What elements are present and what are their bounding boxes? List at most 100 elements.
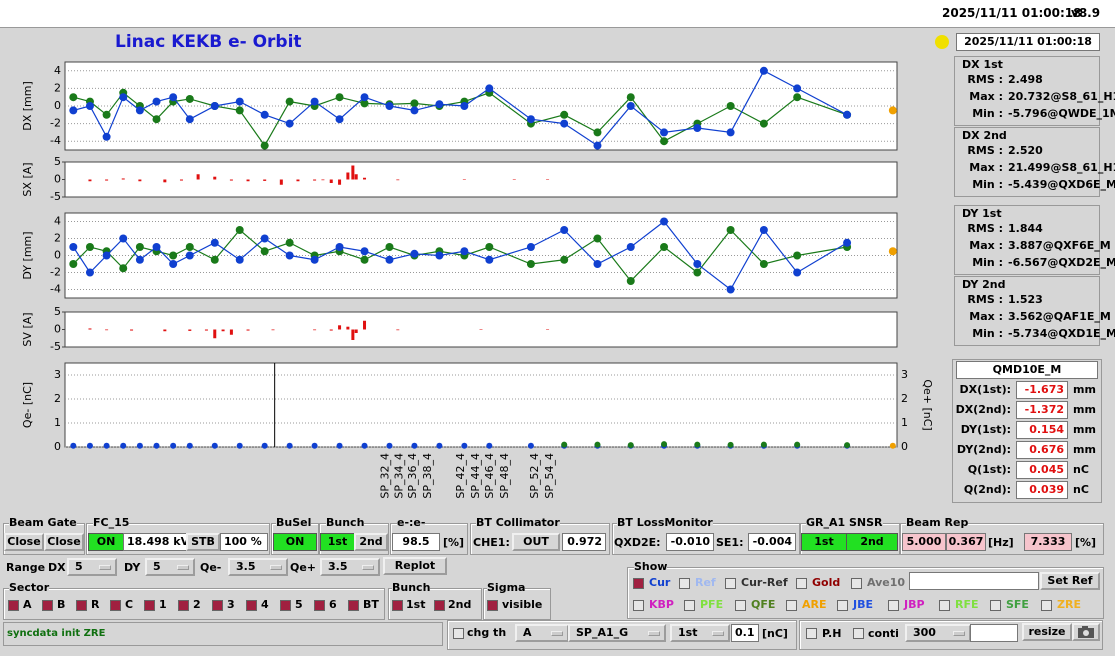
- threshold[interactable]: 0.1: [731, 624, 759, 642]
- y-tick-label: 2: [54, 392, 61, 405]
- select[interactable]: 1st: [670, 624, 730, 642]
- point: [285, 251, 294, 260]
- checkbox[interactable]: [990, 600, 1001, 611]
- checkbox[interactable]: [725, 578, 736, 589]
- checkbox[interactable]: [144, 600, 155, 611]
- point: [410, 99, 419, 108]
- point: [336, 442, 343, 449]
- bar: [279, 179, 283, 185]
- checkbox[interactable]: [314, 600, 325, 611]
- point: [693, 124, 702, 132]
- bar: [246, 179, 250, 182]
- bar: [196, 174, 200, 180]
- bunch-label: 2nd: [448, 598, 472, 611]
- close-button[interactable]: Close: [44, 533, 84, 551]
- bar: [338, 325, 342, 330]
- stat-value: -6.567@QXD2E_M: [1008, 256, 1115, 269]
- checkbox[interactable]: [684, 600, 695, 611]
- group-label: e-:e-: [397, 516, 426, 529]
- status-lamp: [935, 35, 949, 49]
- checkbox[interactable]: [679, 578, 690, 589]
- point: [285, 97, 294, 106]
- point: [726, 226, 735, 234]
- ref-input[interactable]: [909, 572, 1039, 590]
- select[interactable]: 300: [905, 624, 971, 642]
- point: [119, 234, 128, 243]
- point: [386, 442, 393, 449]
- checkbox[interactable]: [348, 600, 359, 611]
- checkbox[interactable]: [76, 600, 87, 611]
- camera-button[interactable]: [1072, 623, 1100, 641]
- point: [360, 99, 369, 108]
- snsr-button[interactable]: 1st: [801, 533, 847, 551]
- checkbox[interactable]: [1041, 600, 1052, 611]
- busel-state[interactable]: ON: [273, 533, 317, 551]
- checkbox[interactable]: [8, 600, 19, 611]
- checkbox[interactable]: [280, 600, 291, 611]
- type-label: JBP: [904, 598, 925, 611]
- checkbox[interactable]: [939, 600, 950, 611]
- bunch-button[interactable]: 2nd: [354, 533, 388, 551]
- point: [136, 442, 143, 449]
- select[interactable]: A: [515, 624, 569, 642]
- stat-label: Min :: [972, 256, 1003, 269]
- checkbox[interactable]: [837, 600, 848, 611]
- point: [211, 442, 218, 449]
- checkbox[interactable]: [212, 600, 223, 611]
- bar: [546, 179, 550, 180]
- range-select[interactable]: 3.5: [320, 558, 380, 576]
- bunch-button[interactable]: 1st: [320, 533, 355, 551]
- checkbox[interactable]: [633, 578, 644, 589]
- select[interactable]: SP_A1_G: [568, 624, 666, 642]
- checkbox[interactable]: [110, 600, 121, 611]
- replot-button[interactable]: Replot: [383, 557, 447, 575]
- checkbox[interactable]: [806, 628, 817, 639]
- point: [888, 106, 897, 115]
- checkbox[interactable]: [392, 600, 403, 611]
- checkbox[interactable]: [735, 600, 746, 611]
- checkbox[interactable]: [786, 600, 797, 611]
- range-select[interactable]: 3.5: [228, 558, 288, 576]
- checkbox[interactable]: [633, 600, 644, 611]
- qmd-unit: nC: [1073, 483, 1089, 496]
- checkbox[interactable]: [796, 578, 807, 589]
- stat-value: 2.520: [1008, 144, 1043, 157]
- y-tick-label: -5: [50, 190, 61, 203]
- checkbox[interactable]: [853, 628, 864, 639]
- checkbox[interactable]: [246, 600, 257, 611]
- range-select[interactable]: 5: [67, 558, 117, 576]
- point: [485, 255, 494, 264]
- status-text: syncdata init ZRE: [7, 628, 106, 639]
- close-button[interactable]: Close: [4, 533, 44, 551]
- x-tick-label: SP_36_4: [406, 453, 419, 499]
- qmd-box: [952, 359, 1102, 503]
- checkbox[interactable]: [178, 600, 189, 611]
- x-tick-label: SP_32_4: [378, 453, 391, 499]
- group-box: [627, 567, 1104, 619]
- qmd-value: 0.039: [1016, 481, 1068, 499]
- snsr-button[interactable]: 2nd: [846, 533, 898, 551]
- unit: [%]: [443, 536, 465, 549]
- y-tick-label: -5: [50, 340, 61, 353]
- set-ref-button[interactable]: Set Ref: [1040, 572, 1100, 590]
- checkbox[interactable]: [888, 600, 899, 611]
- resize-button[interactable]: resize: [1022, 623, 1072, 641]
- checkbox[interactable]: [434, 600, 445, 611]
- checkbox[interactable]: [42, 600, 53, 611]
- point: [385, 243, 394, 251]
- input[interactable]: [970, 624, 1018, 642]
- checkbox[interactable]: [851, 578, 862, 589]
- y-tick-label: 2: [54, 232, 61, 245]
- fc-mode[interactable]: STB: [186, 533, 220, 551]
- checkbox[interactable]: [487, 600, 498, 611]
- checkbox[interactable]: [453, 628, 464, 639]
- point: [560, 226, 569, 234]
- y2-tick-label: 1: [901, 416, 908, 429]
- point: [727, 441, 734, 448]
- point: [185, 243, 194, 251]
- range-select[interactable]: 5: [145, 558, 195, 576]
- y-axis-label: SX [A]: [21, 162, 34, 196]
- stat-box: [954, 56, 1100, 126]
- point: [660, 137, 669, 146]
- bar: [263, 179, 267, 181]
